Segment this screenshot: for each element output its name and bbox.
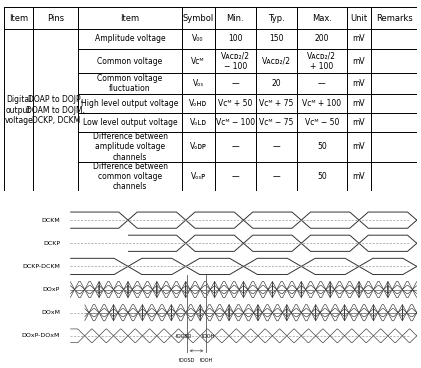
Text: tDOSD: tDOSD [176,334,193,339]
Text: Difference between
amplitude voltage
channels: Difference between amplitude voltage cha… [93,132,168,162]
Text: 200: 200 [314,35,329,43]
Text: Min.: Min. [226,14,244,23]
Text: tDOSD: tDOSD [179,358,195,362]
Text: Low level output voltage: Low level output voltage [83,118,177,127]
Text: Vᴀᴄᴅ₂/2
+ 100: Vᴀᴄᴅ₂/2 + 100 [307,51,336,71]
Text: Vᴄᴹ: Vᴄᴹ [192,57,205,66]
Text: 100: 100 [228,35,242,43]
Text: Vᴀᴄᴅ₂/2: Vᴀᴄᴅ₂/2 [262,57,291,66]
Text: Vₒᴅᴘ: Vₒᴅᴘ [189,142,207,151]
Text: Item: Item [120,14,140,23]
Text: —: — [232,79,239,88]
Text: Difference between
common voltage
channels: Difference between common voltage channe… [93,162,168,191]
Text: tDOH: tDOH [202,334,215,339]
Text: Item: Item [9,14,28,23]
Text: Vₒₛᴘ: Vₒₛᴘ [190,172,206,181]
Text: DOxP-DOxM: DOxP-DOxM [21,333,60,338]
Text: —: — [318,79,326,88]
Text: Common voltage: Common voltage [97,57,163,66]
Text: 20: 20 [272,79,281,88]
Text: mV: mV [353,57,365,66]
Text: mV: mV [353,35,365,43]
Text: Vₒʜᴅ: Vₒʜᴅ [189,99,207,108]
Text: Remarks: Remarks [376,14,413,23]
Text: tDOH: tDOH [200,358,213,362]
Text: Vₒₛ: Vₒₛ [192,79,204,88]
Text: —: — [273,142,280,151]
Text: Symbol: Symbol [182,14,214,23]
Text: —: — [273,172,280,181]
Text: DOAP to DOJP,
DOAM to DOJM,
DCKP, DCKM: DOAP to DOJP, DOAM to DOJM, DCKP, DCKM [26,95,85,125]
Text: Unit: Unit [350,14,368,23]
Text: Amplitude voltage: Amplitude voltage [95,35,165,43]
Text: Vᴄᴹ − 50: Vᴄᴹ − 50 [305,118,339,127]
Text: Digital
output
voltage: Digital output voltage [4,95,33,125]
Text: mV: mV [353,118,365,127]
Text: DCKP-DCKM: DCKP-DCKM [22,264,60,269]
Text: Max.: Max. [312,14,332,23]
Text: High level output voltage: High level output voltage [81,99,179,108]
Text: Common voltage
fluctuation: Common voltage fluctuation [97,74,163,93]
Text: DCKP: DCKP [43,241,60,246]
Text: Vᴄᴹ + 75: Vᴄᴹ + 75 [259,99,294,108]
Text: Pins: Pins [47,14,64,23]
Text: DOxP: DOxP [43,287,60,292]
Text: Typ.: Typ. [268,14,285,23]
Text: V₀₀: V₀₀ [192,35,204,43]
Text: Vᴄᴹ − 100: Vᴄᴹ − 100 [216,118,255,127]
Text: Vᴄᴹ + 100: Vᴄᴹ + 100 [302,99,341,108]
Text: 50: 50 [317,172,327,181]
Text: DOxM: DOxM [41,310,60,315]
Text: 50: 50 [317,142,327,151]
Text: mV: mV [353,172,365,181]
Text: —: — [232,172,239,181]
Text: mV: mV [353,142,365,151]
Text: Vₒʟᴅ: Vₒʟᴅ [189,118,207,127]
Text: —: — [232,142,239,151]
Text: DCKM: DCKM [41,217,60,223]
Text: Vᴄᴹ − 75: Vᴄᴹ − 75 [259,118,294,127]
Text: mV: mV [353,99,365,108]
Text: Vᴀᴄᴅ₂/2
− 100: Vᴀᴄᴅ₂/2 − 100 [221,51,250,71]
Text: 150: 150 [269,35,284,43]
Text: mV: mV [353,79,365,88]
Text: Vᴄᴹ + 50: Vᴄᴹ + 50 [218,99,253,108]
